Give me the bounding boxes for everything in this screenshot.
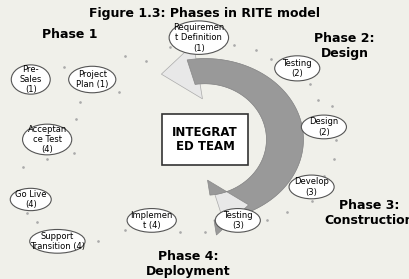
- Polygon shape: [187, 59, 303, 235]
- Ellipse shape: [68, 66, 116, 93]
- Text: INTEGRAT
ED TEAM: INTEGRAT ED TEAM: [172, 126, 237, 153]
- Text: Requiremen
t Definition
(1): Requiremen t Definition (1): [173, 23, 224, 52]
- Text: Phase 2:
Design: Phase 2: Design: [313, 32, 374, 60]
- Ellipse shape: [30, 229, 85, 253]
- Ellipse shape: [169, 21, 228, 54]
- Text: Phase 4:
Deployment: Phase 4: Deployment: [146, 250, 230, 278]
- Text: Testing
(2): Testing (2): [282, 59, 311, 78]
- Polygon shape: [161, 44, 303, 219]
- Ellipse shape: [11, 65, 50, 94]
- Text: Go Live
(4): Go Live (4): [15, 190, 46, 209]
- Ellipse shape: [215, 209, 260, 232]
- Text: Implemen
t (4): Implemen t (4): [130, 211, 173, 230]
- Text: Figure 1.3: Phases in RITE model: Figure 1.3: Phases in RITE model: [89, 7, 320, 20]
- Ellipse shape: [288, 175, 333, 199]
- Text: Project
Plan (1): Project Plan (1): [76, 70, 108, 89]
- Text: Phase 1: Phase 1: [42, 28, 97, 41]
- Ellipse shape: [22, 124, 72, 155]
- Text: Support
Transition (4): Support Transition (4): [30, 232, 85, 251]
- Text: Pre-
Sales
(1): Pre- Sales (1): [20, 65, 42, 94]
- Ellipse shape: [127, 209, 176, 232]
- Ellipse shape: [274, 56, 319, 81]
- Text: Design
(2): Design (2): [308, 117, 338, 137]
- Ellipse shape: [301, 115, 346, 139]
- Ellipse shape: [10, 188, 51, 211]
- Text: Testing
(3): Testing (3): [222, 211, 252, 230]
- Text: Acceptan
ce Test
(4): Acceptan ce Test (4): [27, 125, 67, 154]
- Text: Develop
(3): Develop (3): [293, 177, 328, 197]
- Text: Phase 3:
Construction: Phase 3: Construction: [324, 199, 409, 227]
- FancyBboxPatch shape: [162, 114, 247, 165]
